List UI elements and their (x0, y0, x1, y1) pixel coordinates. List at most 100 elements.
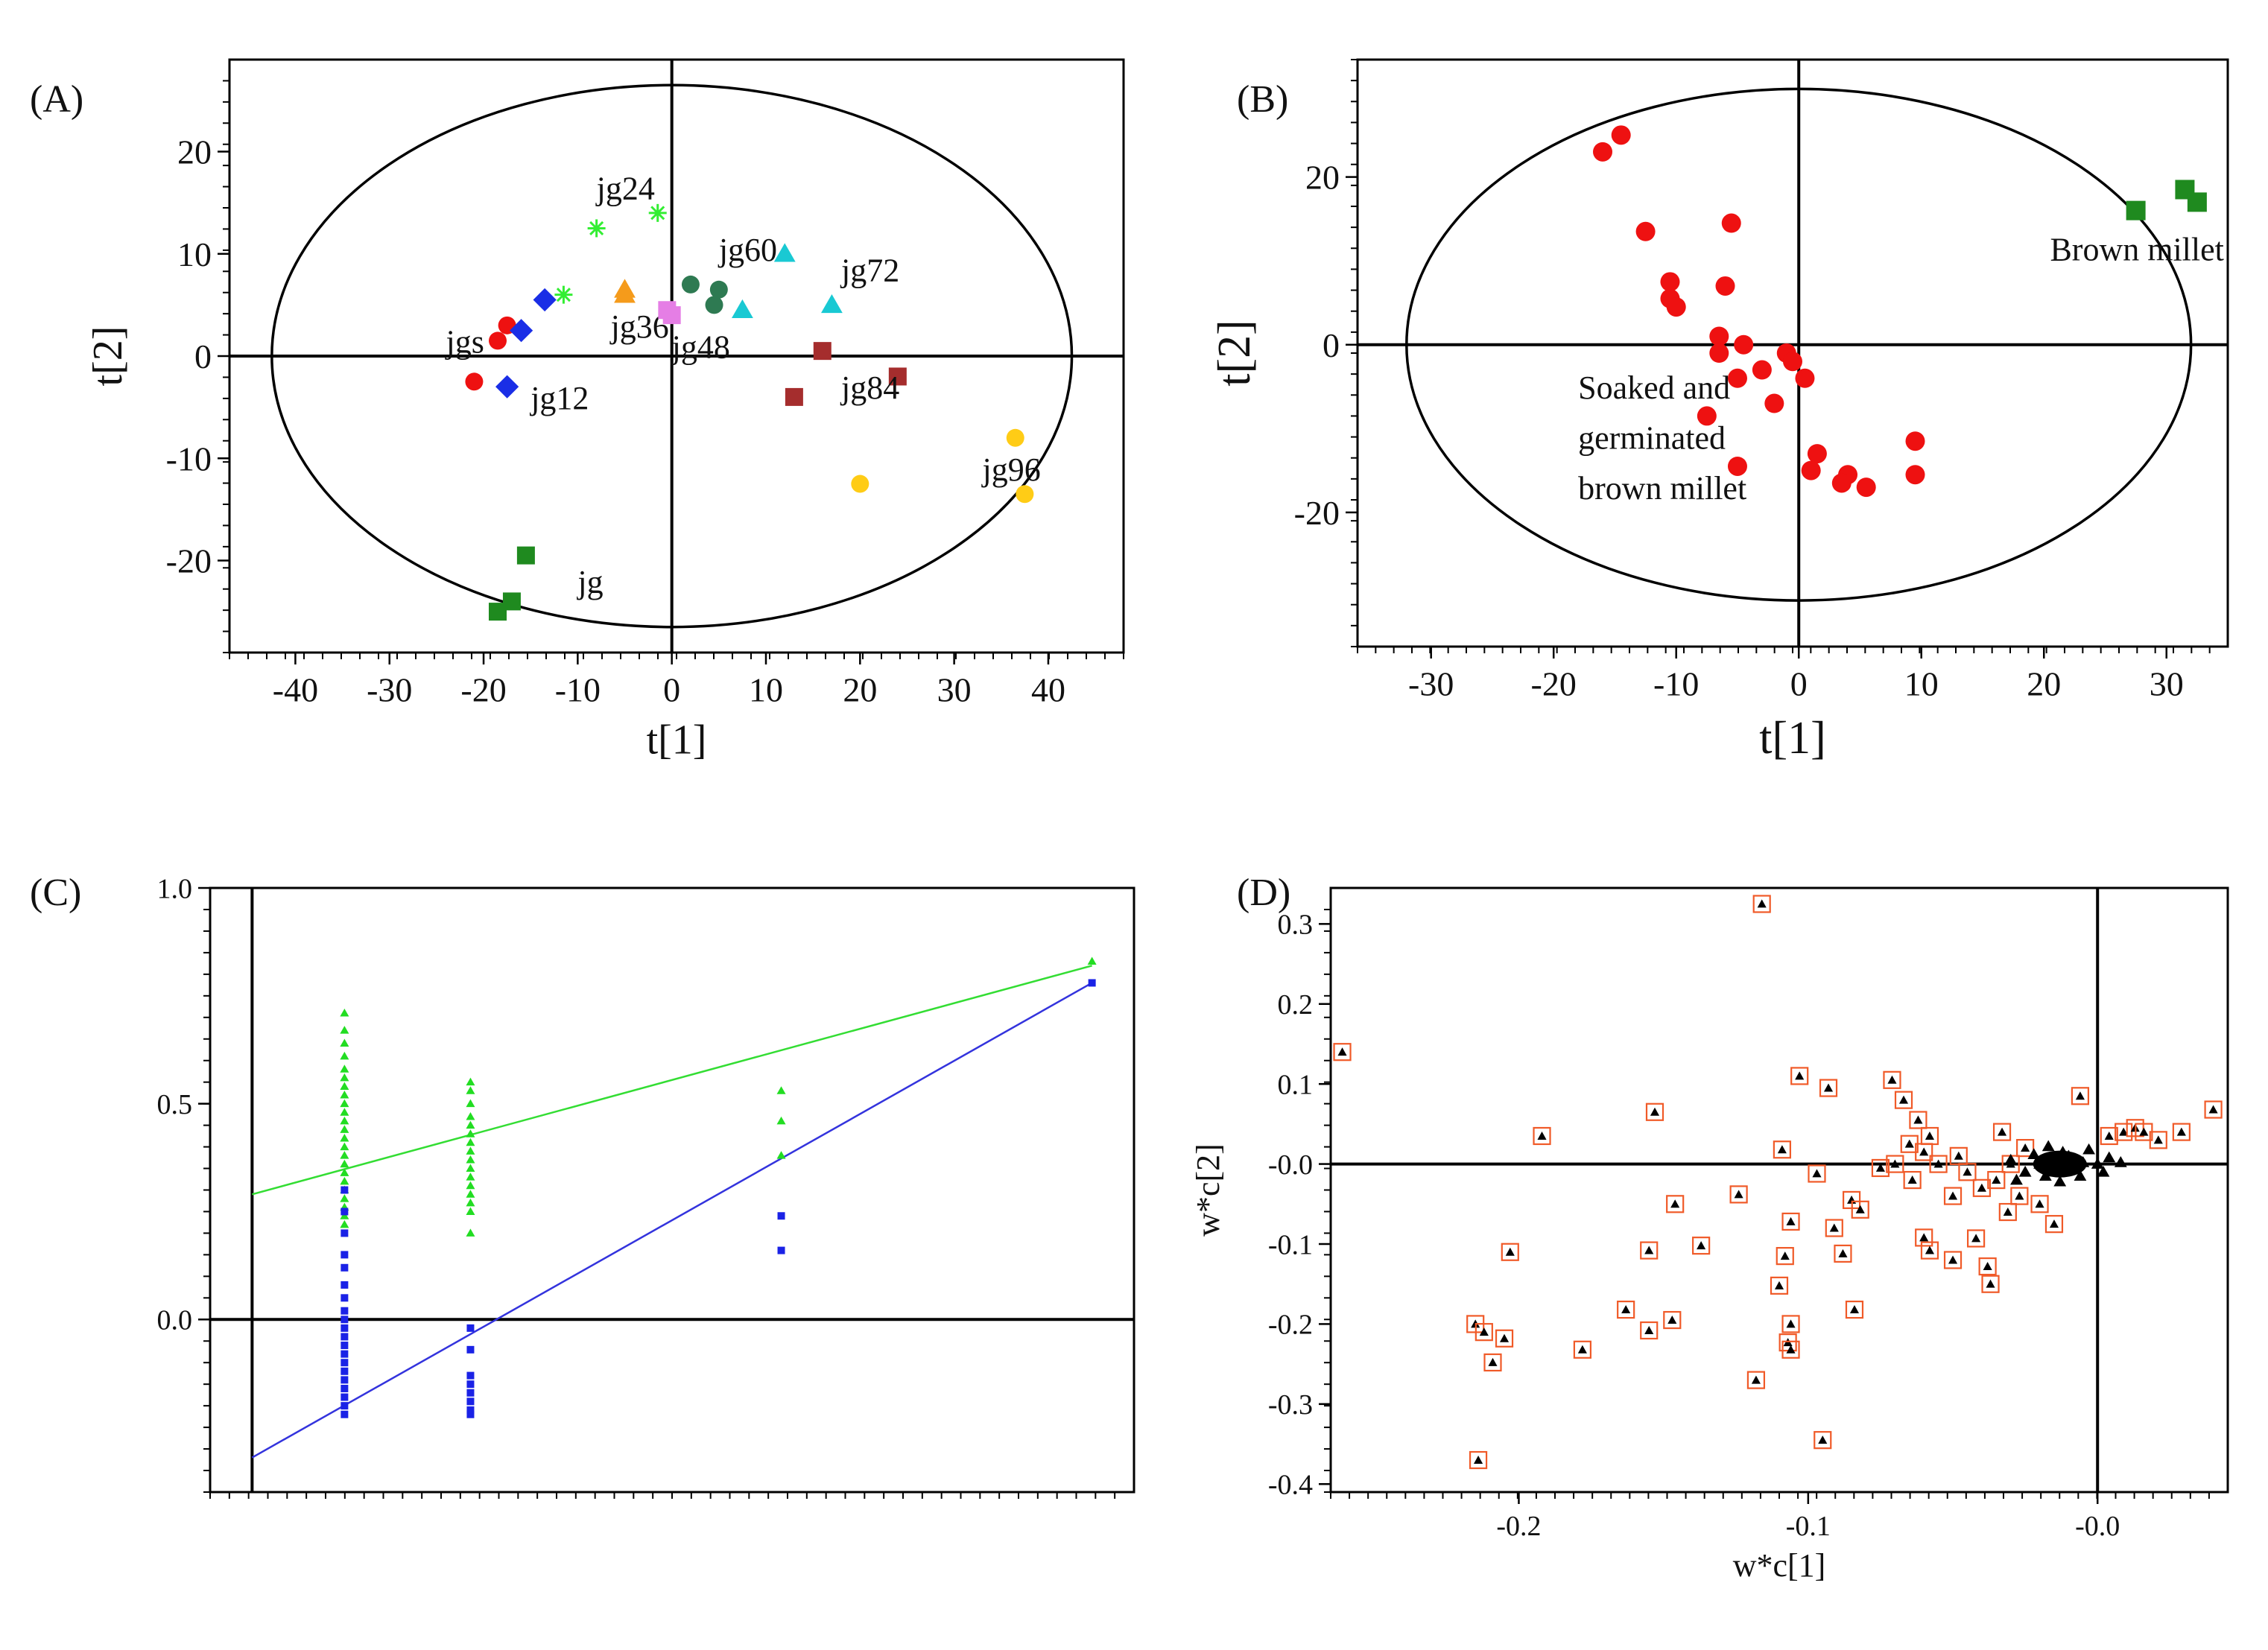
data-point (495, 375, 519, 399)
y-tick-label: -10 (166, 440, 212, 477)
data-point (1752, 895, 1771, 913)
series-r2 (340, 956, 1097, 1237)
data-point (340, 1367, 349, 1375)
data-point (489, 603, 507, 621)
data-point-tri (2015, 1191, 2024, 1200)
data-point-box (1814, 1431, 1832, 1450)
data-point-tri (1670, 1199, 1680, 1208)
data-point (1495, 1329, 1514, 1348)
data-point (1727, 368, 1747, 388)
data-point (340, 1038, 349, 1047)
data-point (2126, 200, 2146, 220)
data-point-tri (1948, 1255, 1958, 1264)
annotation-text: brown millet (1578, 470, 1746, 507)
data-point-tri (2153, 1135, 2163, 1144)
data-point (466, 1410, 475, 1418)
data-point (1915, 1228, 1933, 1247)
y-tick-label: 0.2 (1278, 989, 1314, 1021)
data-point-tri (1904, 1139, 1914, 1148)
data-point-stroke (589, 220, 604, 235)
data-point (2115, 1123, 2133, 1141)
data-point-tri (1812, 1169, 1822, 1178)
series-jg24 (554, 203, 667, 304)
data-point-tri (1977, 1183, 1986, 1192)
data-point (1814, 1431, 1832, 1450)
series-label: jg12 (529, 380, 589, 416)
data-point (1783, 352, 1802, 372)
x-tick-label: 30 (937, 670, 972, 708)
data-point (1611, 125, 1631, 145)
data-point (1593, 142, 1613, 162)
data-point (1666, 1195, 1685, 1213)
regression-line-r2 (252, 965, 1092, 1196)
y-tick-label: 0 (1323, 326, 1340, 364)
data-point (340, 1194, 349, 1202)
data-point-box (1808, 1164, 1826, 1183)
panel-c-plot: 0.0 0.5 1.0 (157, 873, 1135, 1499)
data-point (466, 1207, 475, 1215)
data-point-tri (1818, 1435, 1828, 1444)
series-label: jg24 (595, 171, 655, 207)
data-point (466, 1120, 475, 1129)
data-point (466, 1099, 475, 1108)
data-point (776, 1086, 786, 1094)
data-point (1333, 1043, 1352, 1062)
data-point (813, 342, 832, 361)
data-point (1851, 1200, 1869, 1219)
data-point-tri (1757, 899, 1767, 908)
panel-b-plot: -20 0 20 -30 -20 -10 0 10 20 30 t[1] t[2] Brown mill… (1209, 58, 2229, 764)
data-point-box (1825, 1219, 1843, 1237)
data-point (1808, 1164, 1826, 1183)
data-point (340, 1082, 349, 1090)
data-point (340, 1211, 349, 1219)
data-point (1998, 1202, 2017, 1222)
data-point (1635, 221, 1656, 241)
x-tick-label: -10 (1653, 664, 1699, 702)
data-point (1617, 1300, 1635, 1319)
data-point (1474, 1323, 1493, 1342)
data-point-box (1929, 1155, 1948, 1173)
data-point (340, 1091, 349, 1099)
data-point (587, 219, 606, 238)
data-point (340, 1142, 349, 1151)
data-point-tri (1925, 1131, 1935, 1140)
y-tick-label: 0.3 (1278, 910, 1314, 941)
data-point (2016, 1139, 2035, 1158)
x-tick-label: 0 (663, 670, 680, 708)
plot-frame (209, 886, 1135, 1494)
data-point (2027, 1148, 2041, 1159)
regression-line-q2 (251, 982, 1093, 1459)
data-point (1469, 1450, 1488, 1470)
data-point (340, 1384, 349, 1392)
data-point-tri (2208, 1105, 2218, 1114)
data-point (466, 1397, 475, 1406)
data-point (466, 1146, 475, 1155)
data-point (1709, 326, 1729, 346)
data-point-box (1729, 1185, 1748, 1204)
data-point (340, 1350, 349, 1358)
data-point-box (2016, 1139, 2035, 1158)
data-point-tri (1907, 1175, 1917, 1184)
data-point (533, 288, 557, 312)
data-point-tri (1983, 1262, 1992, 1271)
data-point (1781, 1340, 1800, 1359)
data-point (776, 1151, 786, 1159)
data-point (1920, 1241, 1939, 1260)
data-point (466, 1086, 475, 1094)
data-point-tri (1829, 1223, 1839, 1232)
data-point (2004, 1153, 2018, 1165)
data-point (1734, 334, 1754, 355)
data-point-box (1640, 1321, 1659, 1340)
data-point (466, 1129, 475, 1137)
data-point-tri (1823, 1083, 1834, 1092)
data-point-tri (1786, 1345, 1796, 1354)
data-point-tri (1337, 1047, 1347, 1056)
data-point (1801, 460, 1821, 480)
data-point (466, 1137, 475, 1146)
data-point (2149, 1131, 2167, 1149)
data-point (465, 372, 484, 391)
data-point (2100, 1126, 2118, 1146)
data-point (2010, 1187, 2029, 1205)
x-tick-label: 20 (2027, 664, 2061, 702)
data-point-tri (1933, 1159, 1943, 1168)
